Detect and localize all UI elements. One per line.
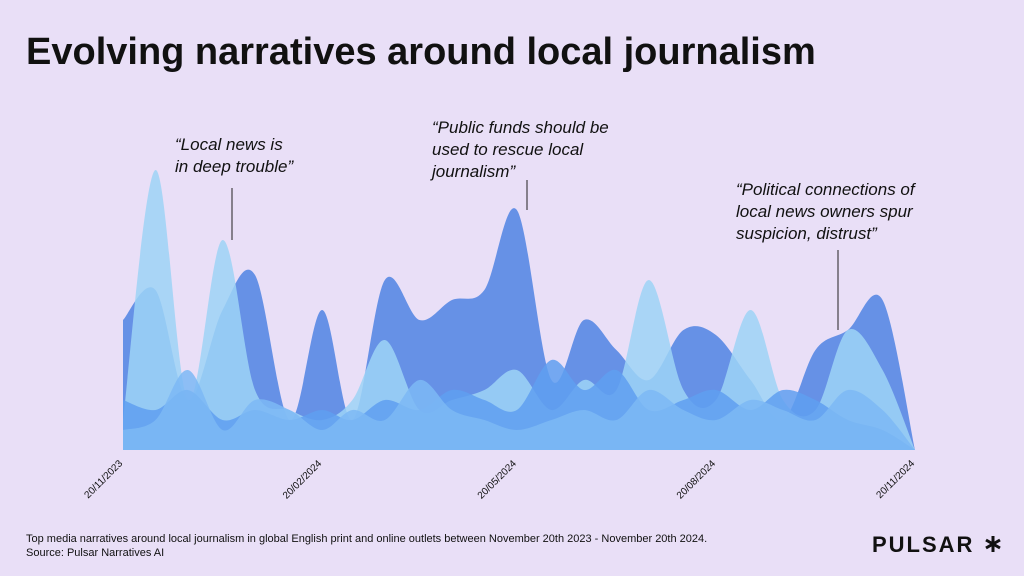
area (123, 208, 915, 450)
annotation: “Political connections of (736, 180, 917, 199)
x-tick-label: 20/05/2024 (476, 458, 519, 501)
annotation: journalism” (430, 162, 516, 181)
note: Top media narratives around local journa… (26, 533, 707, 545)
logo-asterisk (985, 536, 1001, 552)
x-tick-label: 20/11/2024 (874, 458, 917, 501)
annotation: local news owners spur (736, 202, 914, 221)
annotation: “Public funds should be (432, 118, 609, 137)
x-tick-label: 20/08/2024 (675, 458, 718, 501)
chart-title: Evolving narratives around local journal… (26, 31, 816, 73)
annotation: suspicion, distrust” (736, 224, 878, 243)
logo: PULSAR (872, 532, 974, 557)
annotation: in deep trouble” (175, 157, 294, 176)
annotation: used to rescue local (432, 140, 584, 159)
annotation: “Local news is (175, 135, 283, 154)
source: Source: Pulsar Narratives AI (26, 547, 164, 559)
area (123, 369, 915, 450)
x-tick-label: 20/11/2023 (82, 458, 125, 501)
x-tick-label: 20/02/2024 (281, 458, 324, 501)
